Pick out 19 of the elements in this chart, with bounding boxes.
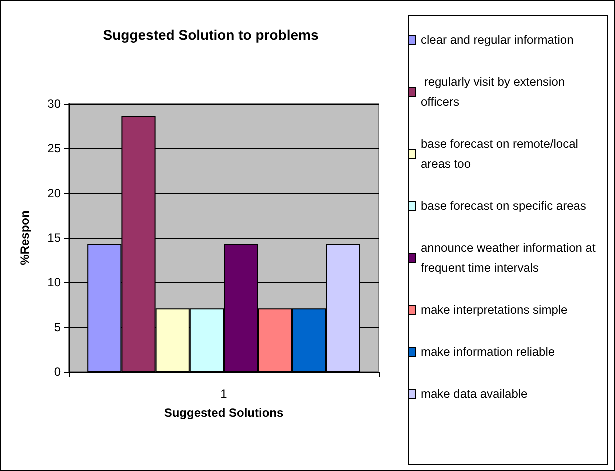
y-tick-label: 20 <box>48 186 62 200</box>
chart-title: Suggested Solution to problems <box>103 27 319 43</box>
legend-label: announce weather information at frequent time intervals <box>421 241 600 275</box>
y-tick-label: 10 <box>48 276 62 290</box>
legend-label: base forecast on remote/local areas too <box>421 137 582 171</box>
x-axis-title: Suggested Solutions <box>164 406 284 420</box>
y-tick-label: 0 <box>54 365 62 379</box>
y-tick-label: 5 <box>54 320 62 334</box>
legend-label: regularly visit by extension officers <box>421 75 568 109</box>
y-tick-label: 25 <box>48 142 62 156</box>
legend-label: make data available <box>421 387 528 401</box>
legend-label: make interpretations simple <box>421 303 568 317</box>
legend-label: base forecast on specific areas <box>421 199 586 213</box>
legend-label: clear and regular information <box>421 33 574 47</box>
legend-label: make information reliable <box>421 345 556 359</box>
y-tick-label: 30 <box>48 97 62 111</box>
x-tick-label: 1 <box>220 387 228 401</box>
y-tick-label: 15 <box>48 231 62 245</box>
y-axis-title: %Respon <box>18 210 32 266</box>
